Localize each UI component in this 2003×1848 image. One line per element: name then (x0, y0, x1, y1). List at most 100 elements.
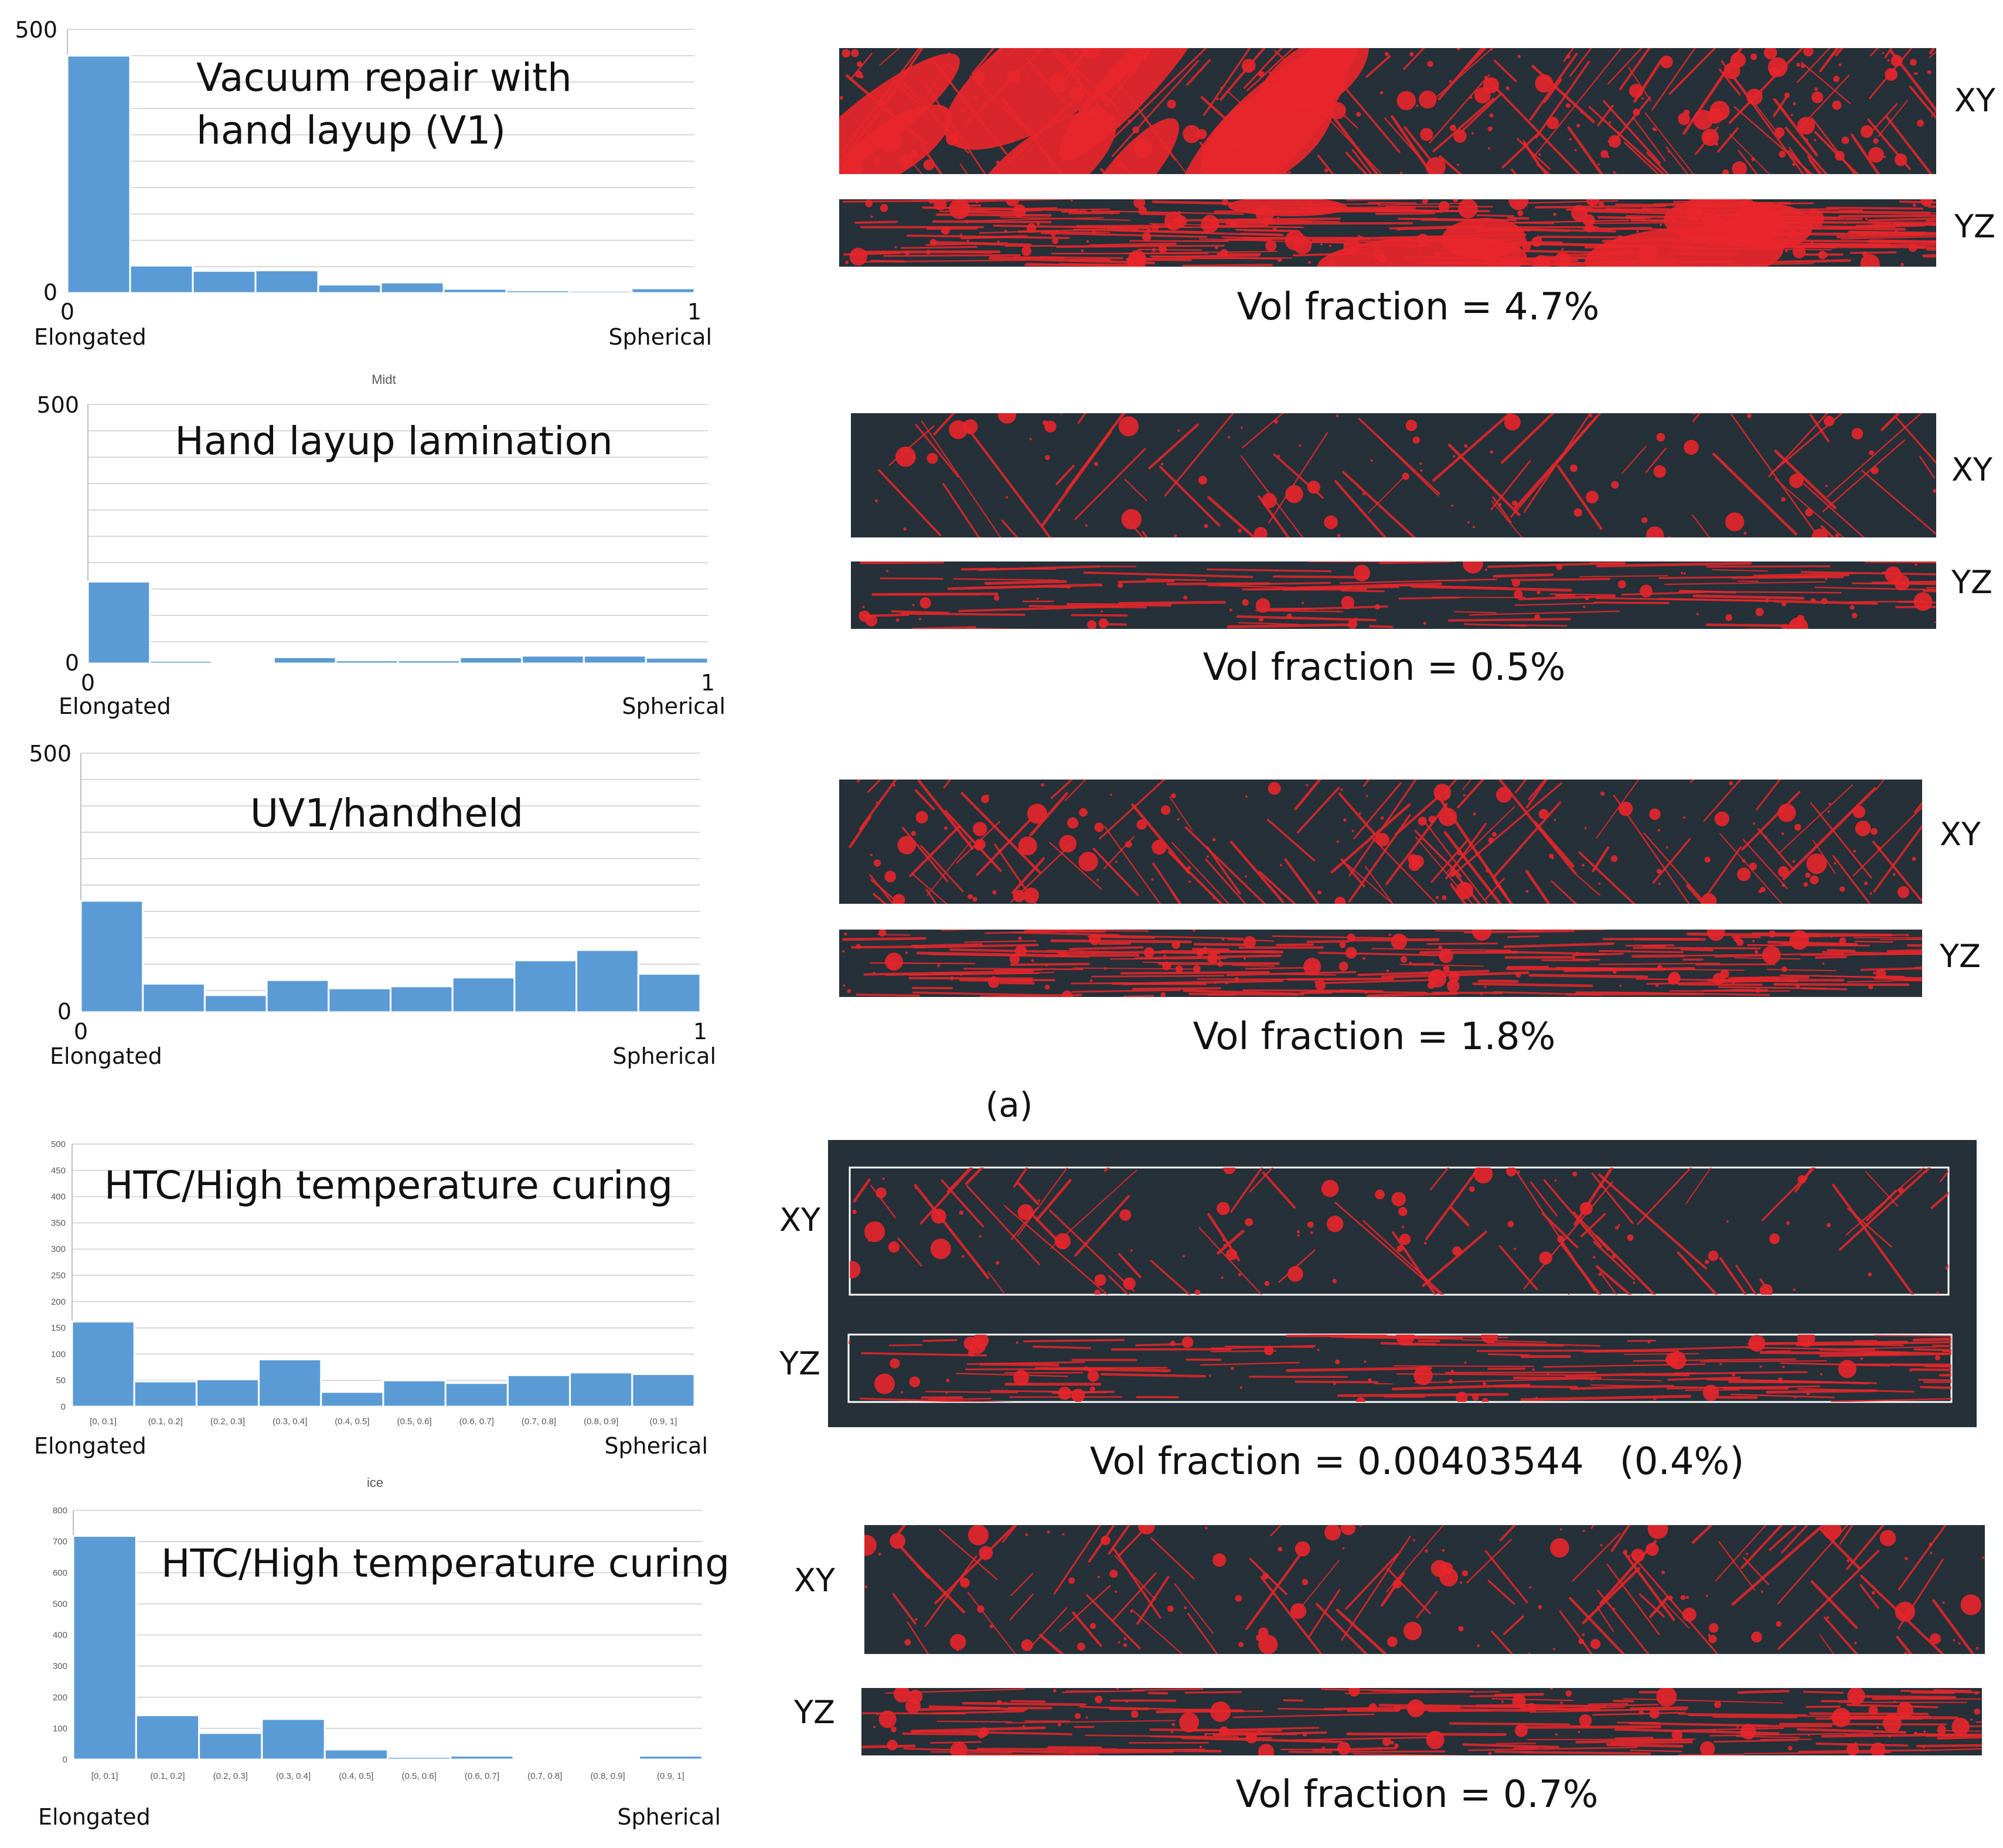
bar-7 (444, 1382, 509, 1408)
pore-texture (842, 199, 1936, 267)
x-category-label: (0.6, 0.7] (459, 1417, 494, 1427)
chart-note: ice (367, 1475, 383, 1490)
histogram-chart-2: 500 00 1 Elongated Spherical Hand layup lamin… (36, 372, 725, 719)
bar-3 (198, 1732, 263, 1761)
bar-4 (258, 1358, 322, 1408)
y-tick-label: 300 (53, 1662, 67, 1672)
bar-1 (80, 900, 144, 1013)
x-tick-label-left: 0 (74, 1019, 88, 1044)
x-category-label: (0.8, 0.9] (590, 1771, 625, 1781)
scan-label-yz: YZ (793, 1694, 835, 1731)
ct-scan-1: XY YZ Vol fraction = 4.7% (839, 48, 1996, 329)
scan-xy-image (851, 413, 1936, 537)
bar-4 (272, 656, 337, 665)
y-tick-label-max: 500 (36, 392, 79, 418)
histogram-chart-5: 800 700 600 500 400 300 200 100 0 [0, 0.1] (0.1, 0… (38, 1475, 730, 1830)
bar-7 (451, 976, 516, 1013)
pore-texture (864, 1525, 1985, 1654)
bar-10 (645, 656, 709, 665)
bar-5 (335, 659, 399, 665)
x-label-elongated: Elongated (50, 1043, 162, 1069)
x-label-elongated: Elongated (38, 1804, 151, 1830)
x-category-label: (0.1, 0.2] (150, 1771, 185, 1781)
chart-title: Hand layup lamination (175, 418, 612, 464)
x-category-label: (0.9, 1] (657, 1771, 684, 1781)
vol-fraction-text: Vol fraction = 0.5% (1203, 646, 1566, 689)
scan-label-xy: XY (779, 1202, 821, 1238)
y-tick-label-max: 500 (15, 17, 57, 43)
scan-yz-image (847, 1333, 1953, 1403)
x-category-label: (0.2, 0.3] (210, 1417, 245, 1427)
bar-4 (265, 979, 330, 1013)
scan-yz-image (851, 561, 1936, 629)
x-category-label: (0.4, 0.5] (335, 1417, 369, 1427)
histogram-chart-1: 500 00 1 Elongated Spherical Vacuum repair wi… (15, 17, 712, 350)
scan-label-xy: XY (1954, 82, 1996, 119)
ct-scan-5: XY YZ Vol fraction = 0.7% (793, 1525, 1985, 1816)
y-tick-label: 0 (63, 1755, 67, 1765)
bar-8 (505, 290, 570, 294)
x-category-label: [0, 0.1] (90, 1417, 117, 1427)
x-category-label: (0.3, 0.4] (272, 1417, 307, 1427)
ct-scan-4: XY YZ Vol fraction = 0.00403544 (0.4%) (779, 1140, 1977, 1483)
y-tick-label: 300 (51, 1244, 66, 1254)
bar-7 (449, 1755, 515, 1761)
x-tick-label-left: 0 (81, 670, 95, 696)
x-label-elongated: Elongated (34, 1433, 147, 1459)
vol-fraction-text: Vol fraction = 0.00403544 (0.4%) (1090, 1440, 1745, 1483)
y-tick-label: 500 (53, 1599, 67, 1609)
bar-4 (254, 269, 319, 294)
x-tick-label-left: 0 (60, 299, 74, 325)
bar-8 (513, 959, 578, 1013)
ct-scan-3: XY YZ Vol fraction = 1.8% (839, 780, 1981, 1059)
x-label-spherical: Spherical (604, 1433, 708, 1459)
scan-yz-image (861, 1688, 1982, 1755)
pore-texture (850, 1168, 1949, 1295)
bar-3 (203, 994, 268, 1013)
bar-2 (135, 1714, 200, 1761)
bar-1 (72, 1535, 137, 1761)
bar-9 (568, 290, 633, 294)
bar-3 (195, 1378, 260, 1408)
scan-label-yz: YZ (1951, 564, 1992, 601)
bar-2 (133, 1380, 197, 1408)
bar-5 (320, 1391, 384, 1408)
y-tick-label-zero: 0 (65, 650, 79, 676)
y-tick-label-zero: 0 (43, 280, 57, 305)
y-tick-label: 250 (51, 1271, 66, 1281)
x-category-label: (0.2, 0.3] (213, 1771, 248, 1781)
chart-title-line-2: hand layup (V1) (196, 108, 506, 153)
scan-xy-image (864, 1525, 1985, 1654)
vol-fraction-text: Vol fraction = 1.8% (1193, 1015, 1556, 1059)
bar-8 (512, 1757, 577, 1761)
scan-label-xy: XY (1951, 451, 1993, 488)
ct-scan-2: XY YZ Vol fraction = 0.5% (851, 413, 1993, 689)
pore-texture (859, 561, 1936, 629)
bar-2 (129, 264, 194, 294)
bar-5 (323, 1748, 389, 1761)
bar-1 (71, 1321, 135, 1408)
scan-label-yz: YZ (1954, 208, 1995, 245)
x-label-spherical: Spherical (617, 1804, 721, 1830)
y-tick-label: 400 (53, 1631, 67, 1641)
bar-5 (317, 284, 382, 294)
pore-texture (839, 48, 1936, 174)
bar-10 (631, 287, 696, 294)
x-label-spherical: Spherical (622, 693, 725, 719)
y-tick-label: 150 (51, 1323, 66, 1333)
histogram-chart-3: 500 00 1 Elongated Spherical UV1/handheld (29, 741, 716, 1069)
y-tick-label: 0 (61, 1402, 66, 1412)
x-category-label: (0.1, 0.2] (148, 1417, 183, 1427)
y-tick-label: 800 (53, 1506, 67, 1516)
bar-6 (380, 281, 445, 294)
bar-9 (582, 655, 647, 665)
pore-texture (874, 413, 1936, 537)
scan-label-xy: XY (1940, 816, 1981, 853)
scan-yz-image (839, 199, 1936, 267)
x-category-label: (0.7, 0.8] (522, 1417, 556, 1427)
scan-label-yz: YZ (779, 1345, 820, 1382)
bar-7 (442, 288, 507, 294)
